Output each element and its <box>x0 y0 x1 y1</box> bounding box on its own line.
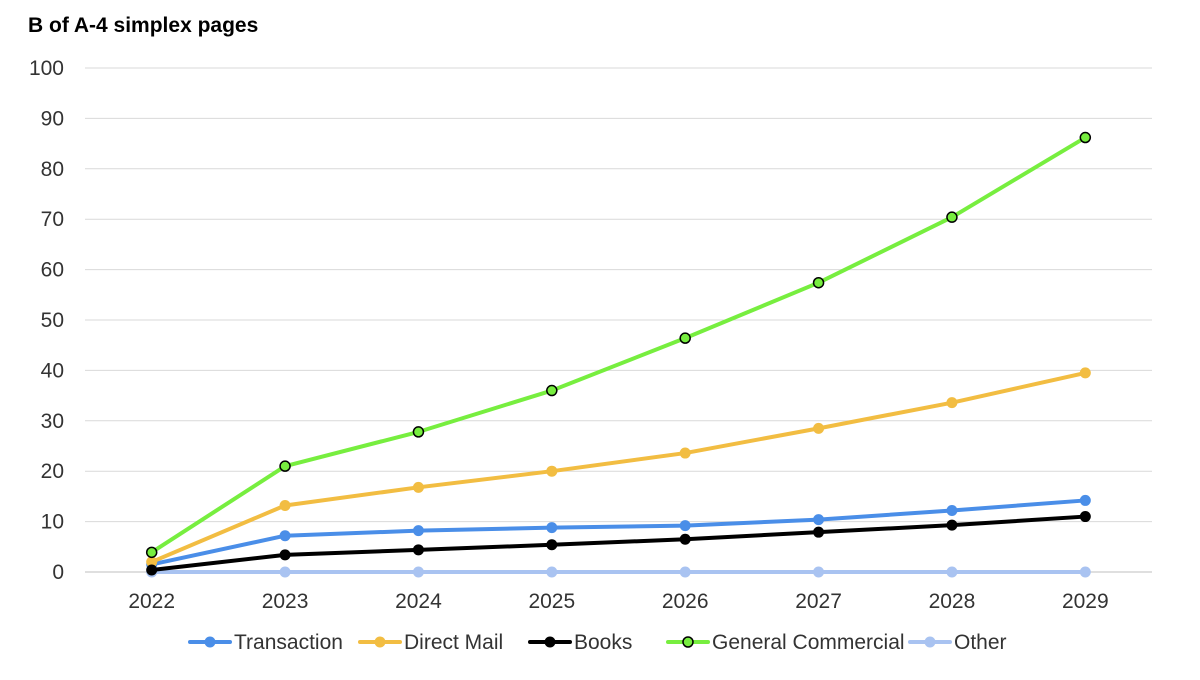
data-point <box>946 397 958 409</box>
data-point <box>412 481 424 493</box>
legend-item: Books <box>528 631 632 654</box>
legend: Transaction Direct Mail Books General Comme… <box>188 631 1007 654</box>
y-axis: 0 10 20 30 40 50 60 70 80 90 100 <box>29 57 64 584</box>
x-tick-label: 2028 <box>929 590 976 613</box>
data-point <box>412 525 424 537</box>
data-point <box>813 422 825 434</box>
legend-label: Direct Mail <box>404 631 503 654</box>
x-tick-label: 2022 <box>128 590 175 613</box>
legend-swatch-marker <box>682 636 694 648</box>
data-point <box>412 566 424 578</box>
data-point <box>813 566 825 578</box>
y-tick-label: 30 <box>41 410 64 433</box>
x-tick-label: 2023 <box>262 590 309 613</box>
series-general-commercial <box>145 131 1092 559</box>
x-tick-label: 2025 <box>528 590 575 613</box>
y-tick-label: 70 <box>41 208 64 231</box>
data-point <box>412 426 425 438</box>
data-point <box>813 514 825 526</box>
data-point <box>546 539 558 551</box>
legend-label: Transaction <box>234 631 343 654</box>
series-line <box>149 135 1088 555</box>
series-line <box>149 514 1088 572</box>
data-point <box>145 546 158 559</box>
data-point <box>279 530 291 542</box>
data-point <box>812 276 825 289</box>
data-point <box>279 549 291 561</box>
grid <box>85 67 1152 573</box>
data-point <box>679 533 691 545</box>
data-point <box>1079 494 1091 506</box>
series-line <box>149 370 1088 564</box>
y-tick-label: 60 <box>41 259 64 282</box>
y-tick-label: 50 <box>41 309 64 332</box>
data-point <box>546 522 558 534</box>
data-point <box>679 447 691 459</box>
series-other <box>146 566 1091 578</box>
x-tick-label: 2029 <box>1062 590 1109 613</box>
legend-item: Direct Mail <box>358 631 503 654</box>
y-tick-label: 90 <box>41 107 64 130</box>
data-point <box>946 211 958 223</box>
legend-item: General Commercial <box>666 631 905 654</box>
legend-item: Transaction <box>188 631 343 654</box>
data-point <box>146 564 158 576</box>
x-tick-label: 2026 <box>662 590 709 613</box>
data-point <box>946 519 958 531</box>
data-point <box>546 465 558 477</box>
data-point <box>679 520 691 532</box>
legend-label: Other <box>954 631 1007 654</box>
data-point <box>279 460 291 472</box>
data-point <box>279 566 291 578</box>
data-point <box>279 499 291 511</box>
y-tick-label: 0 <box>52 561 64 584</box>
series-direct-mail <box>146 367 1091 568</box>
chart-title: B of A-4 simplex pages <box>28 14 259 37</box>
data-point <box>546 384 558 397</box>
data-point <box>546 566 558 578</box>
data-point <box>679 332 691 344</box>
data-point <box>1079 566 1091 578</box>
series-lines <box>145 131 1092 578</box>
y-tick-label: 40 <box>41 359 64 382</box>
legend-swatch-marker <box>544 636 556 648</box>
data-point <box>679 566 691 578</box>
data-point <box>146 556 158 568</box>
legend-label: General Commercial <box>712 631 905 654</box>
legend-label: Books <box>574 631 632 654</box>
data-point <box>1079 367 1091 379</box>
legend-swatch-marker <box>204 636 216 648</box>
y-tick-label: 10 <box>41 511 64 534</box>
x-axis: 2022 2023 2024 2025 2026 2027 2028 2029 <box>128 590 1108 613</box>
x-tick-label: 2024 <box>395 590 442 613</box>
y-tick-label: 100 <box>29 57 64 80</box>
y-tick-label: 80 <box>41 158 64 181</box>
data-point <box>412 544 424 556</box>
legend-item: Other <box>908 631 1007 654</box>
x-tick-label: 2027 <box>795 590 842 613</box>
legend-swatch-marker <box>924 636 936 648</box>
series-books <box>146 511 1091 576</box>
data-point <box>1079 131 1092 144</box>
y-tick-label: 20 <box>41 460 64 483</box>
data-point <box>946 505 958 517</box>
data-point <box>813 526 825 538</box>
series-line <box>149 498 1088 567</box>
data-point <box>946 566 958 578</box>
data-point <box>1079 511 1091 523</box>
legend-swatch-marker <box>374 636 386 648</box>
